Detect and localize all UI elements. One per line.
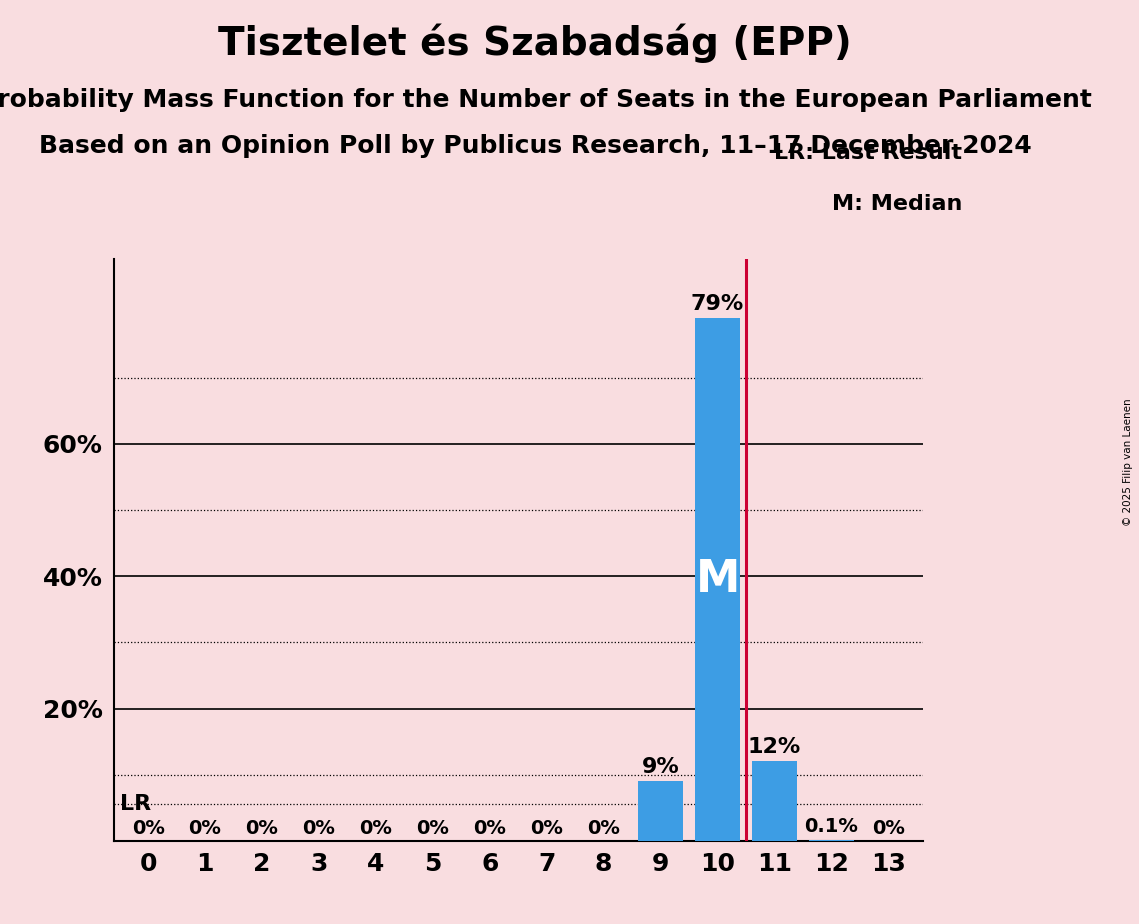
Text: 9%: 9% [641, 758, 680, 777]
Text: 79%: 79% [691, 294, 744, 314]
Bar [752, 761, 797, 841]
Text: 0%: 0% [417, 819, 449, 837]
Text: 12%: 12% [748, 737, 801, 758]
Text: Based on an Opinion Poll by Publicus Research, 11–17 December 2024: Based on an Opinion Poll by Publicus Res… [39, 134, 1032, 158]
Text: Probability Mass Function for the Number of Seats in the European Parliament: Probability Mass Function for the Number… [0, 88, 1092, 112]
Text: M: M [696, 558, 739, 601]
Text: LR: Last Result: LR: Last Result [775, 143, 962, 164]
Text: 0%: 0% [360, 819, 392, 837]
Text: 0%: 0% [872, 819, 904, 837]
Text: 0%: 0% [303, 819, 335, 837]
Text: 0%: 0% [132, 819, 164, 837]
Text: LR: LR [120, 795, 150, 814]
Bar [638, 782, 683, 841]
Text: 0%: 0% [246, 819, 278, 837]
Text: 0%: 0% [474, 819, 506, 837]
Text: Tisztelet és Szabadság (EPP): Tisztelet és Szabadság (EPP) [219, 23, 852, 63]
Text: M: Median: M: Median [833, 194, 962, 214]
Text: 0%: 0% [588, 819, 620, 837]
Bar [695, 318, 740, 841]
Text: 0.1%: 0.1% [804, 817, 859, 836]
Text: 0%: 0% [189, 819, 221, 837]
Text: 0%: 0% [531, 819, 563, 837]
Text: © 2025 Filip van Laenen: © 2025 Filip van Laenen [1123, 398, 1133, 526]
